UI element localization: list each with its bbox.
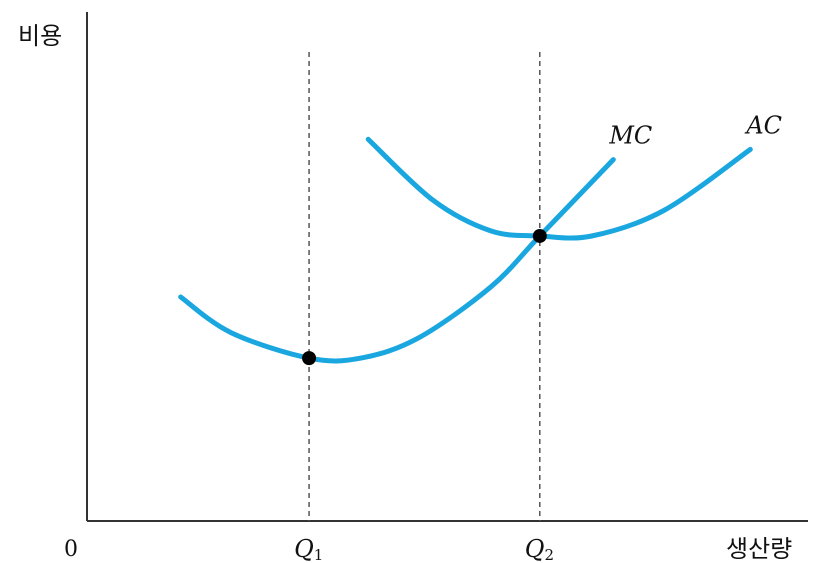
guide-lines	[308, 52, 541, 521]
ac-label: AC	[744, 111, 782, 139]
origin-label: 0	[64, 537, 78, 562]
x-axis-label: 생산량	[726, 535, 792, 563]
tick-label-q2: Q2	[525, 535, 554, 563]
tick-label-q1: Q1	[294, 535, 323, 563]
curves	[178, 136, 753, 364]
ac-curve	[365, 136, 753, 241]
mc-curve	[178, 157, 616, 364]
mc-label: MC	[608, 122, 652, 150]
y-axis-label: 비용	[18, 22, 62, 50]
markers	[302, 228, 547, 366]
intersection-point-2	[532, 228, 547, 243]
intersection-point-1	[302, 351, 317, 366]
labels: 비용 생산량 0 Q1 Q2 MC AC	[18, 22, 792, 563]
